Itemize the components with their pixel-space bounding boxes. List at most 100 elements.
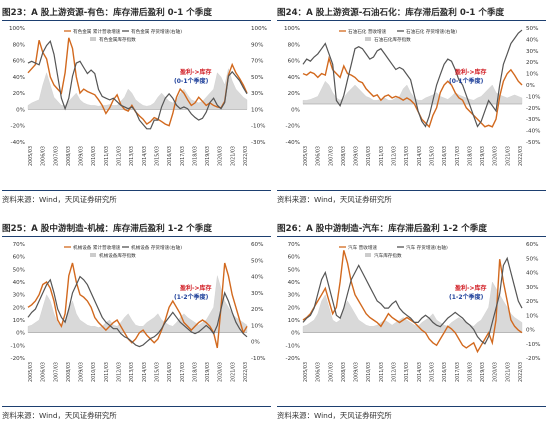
y-tick-right: 40% [526, 271, 538, 277]
y-tick-left: 70% [288, 242, 300, 248]
chart-panel-machinery: 图25：A 股中游制造-机械：库存滞后盈利 1-2 个季度 70% 60% 50% 4… [2, 216, 275, 431]
legend-label: 机械设备库存指数 [99, 252, 136, 259]
legend-label: 石油石化 存货增速(右轴) [406, 28, 457, 35]
x-tick: 2011/03 [379, 362, 385, 382]
annotation-lag: (1-2个季度) [174, 293, 209, 301]
y-tick-left: -10% [11, 343, 25, 349]
legend-swatch [90, 37, 96, 41]
y-tick-right: -20% [526, 106, 540, 112]
chart-title: 图26：A 股中游制造-汽车：库存滞后盈利 1-2 个季度 [277, 224, 487, 234]
x-tick: 2017/03 [455, 362, 461, 382]
legend-label: 机械设备 累计营收增速 [73, 244, 121, 251]
y-tick-right: 20% [251, 307, 263, 313]
chart-svg: 100% 80% 60% 40% 20% 0% -20% -40% 100% 90% 70% 50% 3… [9, 26, 267, 166]
legend-label: 汽车库存指数 [374, 252, 402, 259]
x-tick: 2014/03 [142, 362, 148, 382]
x-tick: 2020/03 [218, 146, 224, 166]
series-line [302, 256, 523, 345]
x-tick: 2006/03 [41, 362, 47, 382]
x-tick: 2007/03 [328, 146, 334, 166]
legend-label: 汽车 营收增速 [348, 244, 377, 251]
x-tick: 2005/03 [303, 362, 309, 382]
source-rule [2, 406, 271, 407]
x-tick: 2014/03 [417, 146, 423, 166]
x-tick: 2015/03 [429, 146, 435, 166]
y-tick-left: -40% [286, 140, 300, 146]
y-tick-right: 60% [526, 242, 538, 248]
x-tick: 2021/03 [505, 362, 511, 382]
series-line [302, 55, 523, 129]
x-tick: 2009/03 [354, 146, 360, 166]
x-tick: 2013/03 [404, 362, 410, 382]
annotation-title: 盈利->库存 [179, 68, 212, 76]
annotation-title: 盈利->库存 [454, 284, 487, 292]
y-tick-left: 10% [288, 318, 300, 324]
y-tick-right: 10% [251, 323, 263, 329]
y-tick-left: 0% [16, 107, 25, 113]
annotation-lag: (1-2个季度) [449, 293, 484, 301]
series-line [27, 37, 248, 127]
y-tick-left: 0% [291, 107, 300, 113]
legend-swatch [365, 253, 371, 257]
legend-label: 有色金属 累计营收增速 [73, 28, 121, 35]
x-tick: 2022/03 [243, 362, 249, 382]
x-tick: 2008/03 [341, 146, 347, 166]
x-tick: 2007/03 [53, 362, 59, 382]
y-tick-right: -10% [526, 342, 540, 348]
y-tick-right: 50% [526, 256, 538, 262]
chart-title: 图23：A 股上游资源-有色：库存滞后盈利 0-1 个季度 [2, 8, 212, 18]
x-tick: 2006/03 [41, 146, 47, 166]
y-tick-right: 50% [526, 26, 538, 32]
legend-label: 机械设备 存货增速(右轴) [131, 244, 182, 251]
x-tick: 2018/03 [192, 362, 198, 382]
series-area [302, 281, 523, 333]
x-tick: 2022/03 [518, 362, 524, 382]
series-line [27, 39, 248, 130]
x-tick: 2019/03 [205, 146, 211, 166]
x-tick: 2014/03 [142, 146, 148, 166]
x-tick: 2009/03 [79, 146, 85, 166]
x-tick: 2017/03 [455, 146, 461, 166]
chart-source: 资料来源：Wind，天风证券研究所 [277, 411, 392, 420]
y-tick-right: 50% [251, 75, 263, 81]
y-tick-left: 80% [288, 42, 300, 48]
x-tick: 2019/03 [205, 362, 211, 382]
x-tick: 2015/03 [154, 362, 160, 382]
series-line [27, 262, 248, 349]
chart-source: 资料来源：Wind，天风证券研究所 [2, 195, 117, 204]
x-tick: 2005/03 [303, 146, 309, 166]
x-tick: 2018/03 [467, 146, 473, 166]
title-rule [2, 20, 271, 21]
y-tick-left: 60% [13, 255, 25, 261]
chart-panel-petrochem: 图24：A 股上游资源-石油石化：库存滞后盈利 0-1 个季度 100% 80% 6… [277, 0, 550, 215]
x-tick: 2016/03 [442, 362, 448, 382]
title-rule [277, 236, 546, 237]
y-tick-left: 100% [284, 26, 300, 32]
y-tick-right: -30% [526, 117, 540, 123]
y-tick-left: 20% [13, 305, 25, 311]
y-tick-left: 80% [13, 42, 25, 48]
y-tick-right: -30% [251, 140, 265, 146]
x-tick: 2009/03 [79, 362, 85, 382]
x-tick: 2020/03 [493, 362, 499, 382]
y-tick-left: 60% [13, 59, 25, 65]
legend-label: 石油石化库存指数 [374, 36, 411, 43]
source-rule [2, 190, 271, 191]
x-tick: 2022/03 [518, 146, 524, 166]
x-tick: 2021/03 [230, 362, 236, 382]
x-tick: 2008/03 [66, 146, 72, 166]
y-tick-left: 0% [291, 331, 300, 337]
annotation-lag: (0-1个季度) [449, 77, 484, 85]
y-tick-left: 0% [16, 331, 25, 337]
title-rule [277, 20, 546, 21]
x-tick: 2019/03 [480, 146, 486, 166]
y-tick-right: 50% [251, 258, 263, 264]
x-tick: 2021/03 [230, 146, 236, 166]
y-tick-right: 0% [526, 328, 535, 334]
x-tick: 2018/03 [192, 146, 198, 166]
x-tick: 2005/03 [28, 362, 34, 382]
x-tick: 2005/03 [28, 146, 34, 166]
legend-label: 汽车 存货增速(右轴) [406, 244, 448, 251]
x-tick: 2016/03 [167, 362, 173, 382]
y-tick-left: 40% [13, 280, 25, 286]
